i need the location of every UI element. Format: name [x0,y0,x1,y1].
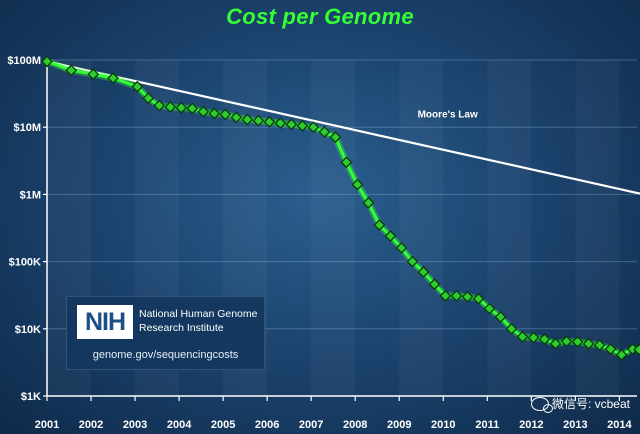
data-point [483,302,496,315]
axes [46,58,637,397]
data-point [285,118,298,131]
y-tick-label: $1K [21,391,41,403]
data-point [439,289,452,302]
data-point [428,278,441,291]
source-url: genome.gov/sequencingcosts [92,349,239,361]
data-point [527,331,540,344]
year-band [487,60,531,396]
data-point [208,107,221,120]
data-point [65,64,78,77]
data-point [175,101,188,114]
data-point [560,335,573,348]
x-tick-label: 2001 [35,419,59,431]
data-point [549,337,562,350]
x-tick-label: 2003 [123,419,147,431]
data-point [329,131,342,144]
x-tick-labels: 2001 2002 2003 2004 2005 2006 2007 2008 2009 2010… [35,396,632,431]
data-point [593,339,606,352]
y-tick-label: $10K [15,324,41,336]
data-point [582,337,595,350]
annotations: Moore's Law [418,109,478,120]
data-point [450,289,463,302]
nih-org-line2: Research Institute [139,322,224,334]
x-tick-label: 2009 [387,419,411,431]
data-point [538,333,551,346]
series [41,55,640,361]
y-tick-label: $100M [7,55,41,67]
data-point [351,178,364,191]
y-tick-label: $10M [13,122,41,134]
data-point [516,330,529,343]
data-point [87,68,100,81]
data-point [615,348,628,361]
data-point [153,99,166,112]
data-point [197,105,210,118]
moores-law-line [46,60,640,195]
data-point [296,119,309,132]
data-point [164,101,177,113]
year-band [311,60,355,396]
data-point [472,292,485,305]
data-point [373,219,386,231]
y-tick-labels: $100M $10M $1M $100K $10K $1K [7,55,47,403]
x-tick-label: 2011 [475,419,499,431]
data-point [395,241,408,254]
data-point [307,121,320,134]
moores-law-label: Moore's Law [418,109,478,120]
data-point [252,114,265,127]
x-tick-label: 2008 [343,419,367,431]
y-tick-label: $1M [20,189,41,201]
data-point [107,72,119,85]
data-point [340,156,353,169]
chart-title: Cost per Genome [226,4,414,29]
x-tick-label: 2006 [255,419,279,431]
data-point [219,108,232,121]
data-point [571,335,584,348]
data-point [142,92,155,105]
data-point [263,115,276,128]
data-point [604,343,617,355]
data-point [186,102,199,115]
x-tick-label: 2004 [167,419,192,431]
x-tick-label: 2014 [607,419,632,431]
data-point [633,343,640,356]
watermark: 微信号: vcbeat [530,395,630,413]
data-point [384,230,397,242]
x-tick-label: 2012 [519,419,543,431]
x-tick-label: 2007 [299,419,323,431]
wechat-icon [530,396,553,413]
nih-org-name: National Human Genome Research Institute [139,307,261,335]
data-point [461,290,474,303]
data-point [362,196,375,209]
data-point [41,55,53,68]
data-point [241,113,254,126]
y-tick-label: $100K [9,257,41,269]
nih-logo-mark: NIH [77,305,133,339]
data-point [494,311,507,323]
x-tick-label: 2005 [211,419,235,431]
x-tick-label: 2010 [431,419,455,431]
data-point [274,117,287,130]
nih-logo-panel: NIH National Human Genome Research Insti… [66,296,265,370]
data-point [131,80,144,93]
x-tick-label: 2013 [563,419,587,431]
data-point [417,266,430,278]
x-tick-label: 2002 [79,419,103,431]
watermark-text: 微信号: vcbeat [551,397,630,411]
data-point [230,111,243,124]
data-point [406,255,419,268]
data-point [318,126,331,138]
nih-org-line1: National Human Genome [139,308,258,320]
data-point [505,322,518,335]
